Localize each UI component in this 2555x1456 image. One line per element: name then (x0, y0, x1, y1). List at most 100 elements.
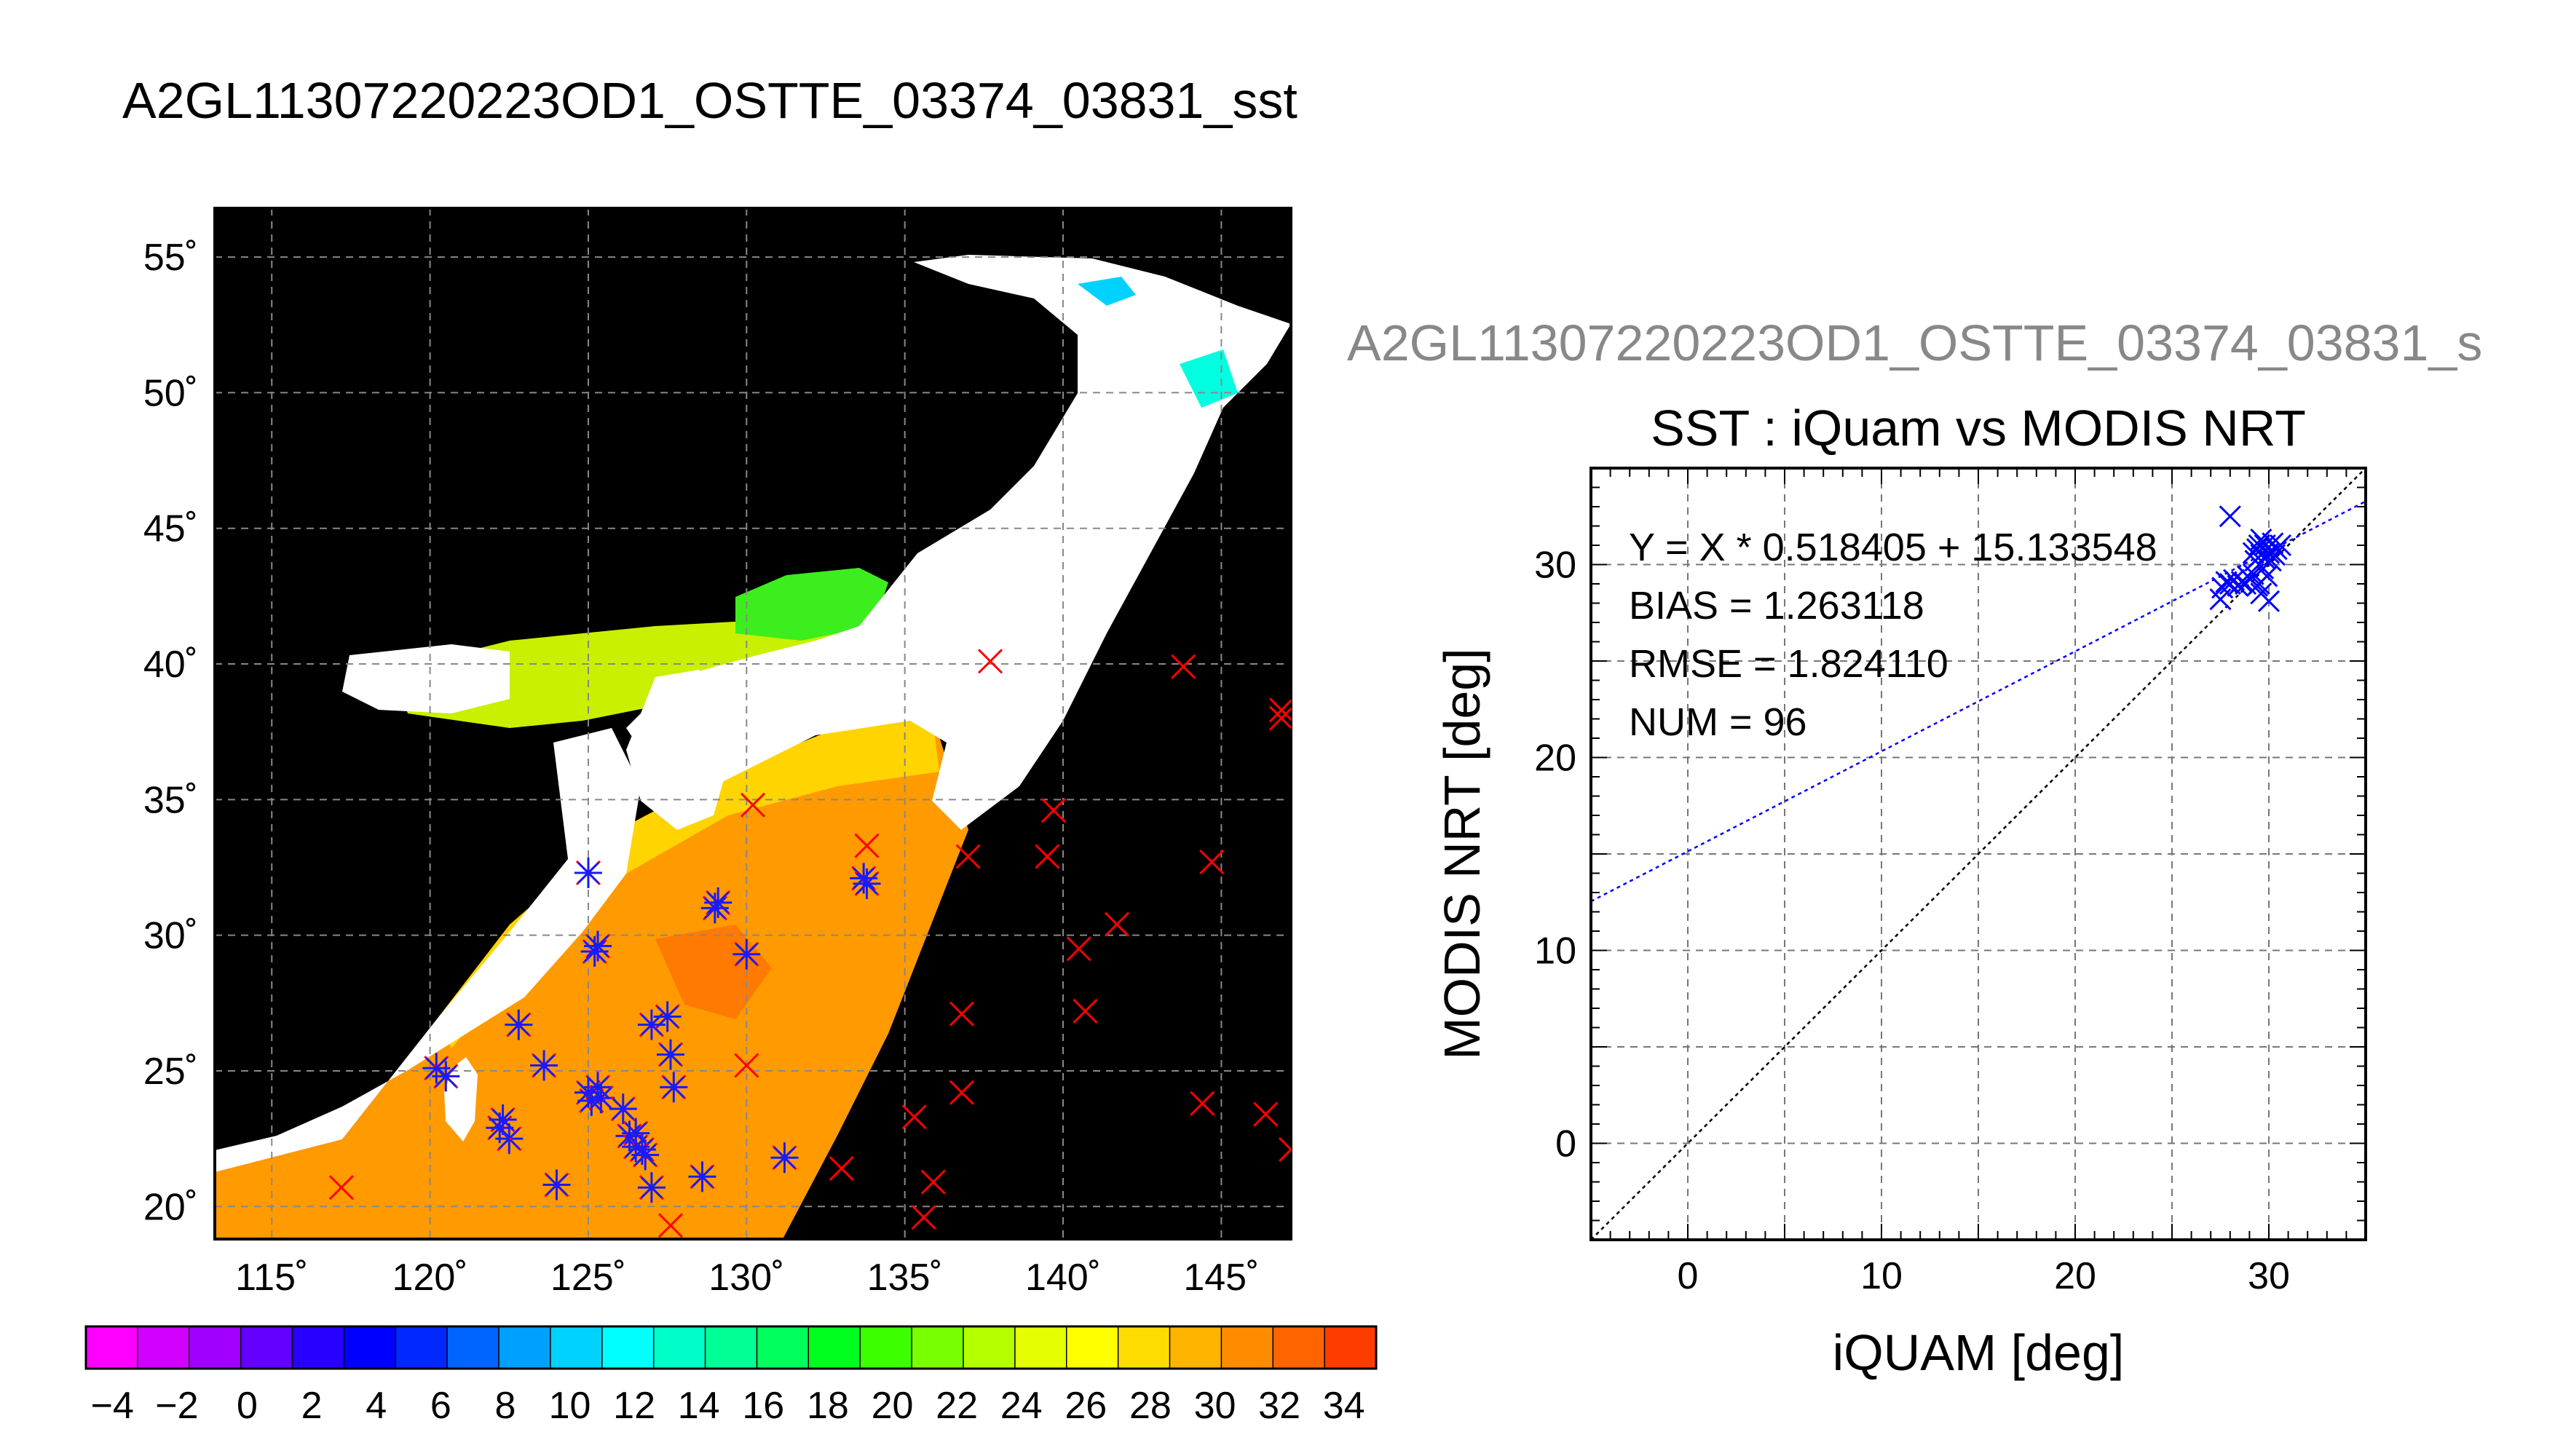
map-lon-tick-label: 140˚ (1025, 1257, 1101, 1299)
northwest-cloud (342, 644, 510, 713)
map-lat-tick-label: 55˚ (143, 237, 198, 279)
map-point-red (1268, 697, 1291, 723)
map-lat-tick-label: 35˚ (143, 779, 198, 821)
map-point-matched (660, 1072, 688, 1103)
colorbar-tick-label: 28 (1129, 1385, 1172, 1427)
korea-landmass (626, 670, 728, 830)
scatter-point (2259, 550, 2282, 572)
scatter-y-axis-label: MODIS NRT [deg] (1434, 648, 1490, 1059)
map-point-red (1268, 705, 1291, 731)
colorbar-tick-label: −2 (155, 1385, 198, 1427)
bias-stat: BIAS = 1.263118 (1629, 584, 1924, 628)
map-point-matched (637, 1172, 666, 1203)
rmse-stat: RMSE = 1.824110 (1629, 642, 1948, 686)
scatter-lines (1591, 468, 2366, 1240)
map-point-matched (704, 887, 732, 918)
colorbar-tick-label: 26 (1065, 1385, 1107, 1427)
map-point-red (1066, 936, 1091, 962)
scatter-y-tick-label: 20 (1534, 737, 1576, 780)
map-point-red (901, 1104, 927, 1130)
map-point-matched (853, 868, 881, 899)
map-point-matched (587, 1083, 615, 1114)
one-to-one-line (1591, 468, 2366, 1240)
colorbar-segment (189, 1326, 242, 1369)
scatter-point (2236, 565, 2259, 587)
map-point-matched (637, 1009, 666, 1040)
scatter-point (2250, 528, 2272, 551)
colorbar-segment (912, 1326, 964, 1369)
scatter-title: SST : iQuam vs MODIS NRT (1651, 400, 2306, 456)
scatter-point (2215, 571, 2238, 593)
map-lon-tick-label: 130˚ (708, 1257, 784, 1299)
swath-ocean-green (735, 568, 888, 641)
map-lat-tick-label: 40˚ (143, 644, 198, 686)
scatter-point (2269, 534, 2292, 557)
map-lon-tick-label: 120˚ (392, 1257, 468, 1299)
map-point-red (949, 1080, 974, 1105)
colorbar-segment (1221, 1326, 1273, 1369)
map-point-red (911, 1205, 936, 1230)
colorbar-frame (84, 1325, 1378, 1370)
colorbar-tick-labels: −4 −2 0 2 4 6 8 10 12 14 16 18 20 22 24 26 28 30 32 34 (91, 1385, 1365, 1427)
map-point-matched (688, 1161, 716, 1192)
map-point-red (977, 649, 1003, 674)
sst-map-panel: 115˚ 120˚ 125˚ 130˚ 135˚ 140˚ 145˚ 20˚ 25˚ 30˚ 35… (143, 207, 1292, 1299)
map-point-matched (583, 930, 612, 962)
swath-ocean-lime (393, 612, 903, 728)
colorbar-tick-label: 10 (549, 1385, 591, 1427)
scatter-x-axis-label: iQUAM [deg] (1833, 1324, 2125, 1381)
colorbar-tick-label: 34 (1323, 1385, 1365, 1427)
map-point-red (1035, 844, 1060, 869)
scatter-y-tick-label: 10 (1534, 930, 1576, 973)
map-point-red (1190, 1091, 1215, 1116)
scatter-x-tick-label: 0 (1678, 1255, 1699, 1297)
map-point-red (740, 792, 766, 818)
map-point-red (1199, 849, 1225, 875)
scatter-point (2257, 590, 2280, 612)
colorbar-segment (344, 1326, 396, 1369)
taiwan (444, 1057, 478, 1142)
colorbar-tick-label: 18 (807, 1385, 849, 1427)
colorbar-tick-label: 16 (742, 1385, 784, 1427)
colorbar-segment (86, 1326, 138, 1369)
colorbar-tick-label: 0 (237, 1385, 258, 1427)
regression-equation: Y = X * 0.518405 + 15.133548 (1629, 526, 2157, 569)
map-point-matched (770, 1142, 799, 1174)
north-cyan-patch (1078, 277, 1136, 306)
colorbar-segment (499, 1326, 551, 1369)
colorbar-tick-label: 12 (613, 1385, 655, 1427)
map-point-red (829, 1156, 854, 1182)
scatter-point (2263, 544, 2286, 566)
scatter-y-tick-labels: 0 10 20 30 (1534, 545, 1576, 1166)
map-point-red (1253, 1101, 1279, 1127)
map-point-matched (505, 1009, 533, 1040)
map-point-matched (631, 1139, 660, 1171)
colorbar-segment (1014, 1326, 1067, 1369)
colorbar-tick-label: 14 (678, 1385, 720, 1427)
map-point-red (949, 1001, 974, 1026)
map-match-points (328, 649, 1291, 1238)
map-point-red (734, 1053, 759, 1078)
map-point-red (955, 844, 981, 869)
colorbar-segment (860, 1326, 912, 1369)
map-point-red (1278, 1136, 1291, 1163)
colorbar-segment (601, 1326, 655, 1369)
main-title: A2GL11307220223OD1_OSTTE_03374_03831_sst (122, 72, 1298, 129)
map-point-red (1171, 654, 1196, 679)
colorbar-tick-label: 6 (430, 1385, 451, 1427)
scatter-point (2219, 505, 2241, 528)
scatter-tick-marks (1590, 467, 2366, 1241)
map-lat-tick-label: 45˚ (143, 508, 198, 550)
colorbar-segment (137, 1326, 190, 1369)
swath-ocean-yellow (437, 713, 939, 1048)
map-lat-tick-labels: 20˚ 25˚ 30˚ 35˚ 40˚ 45˚ 50˚ 55˚ (143, 237, 198, 1228)
colorbar-tick-label: 30 (1194, 1385, 1236, 1427)
map-lon-tick-label: 135˚ (867, 1257, 943, 1299)
map-point-matched (432, 1061, 460, 1092)
map-lat-tick-label: 50˚ (143, 372, 198, 414)
colorbar-segment (240, 1326, 293, 1369)
map-point-matched (580, 936, 609, 968)
map-point-matched (732, 938, 761, 970)
scatter-y-tick-label: 30 (1534, 545, 1576, 587)
colorbar-segment (757, 1326, 809, 1369)
